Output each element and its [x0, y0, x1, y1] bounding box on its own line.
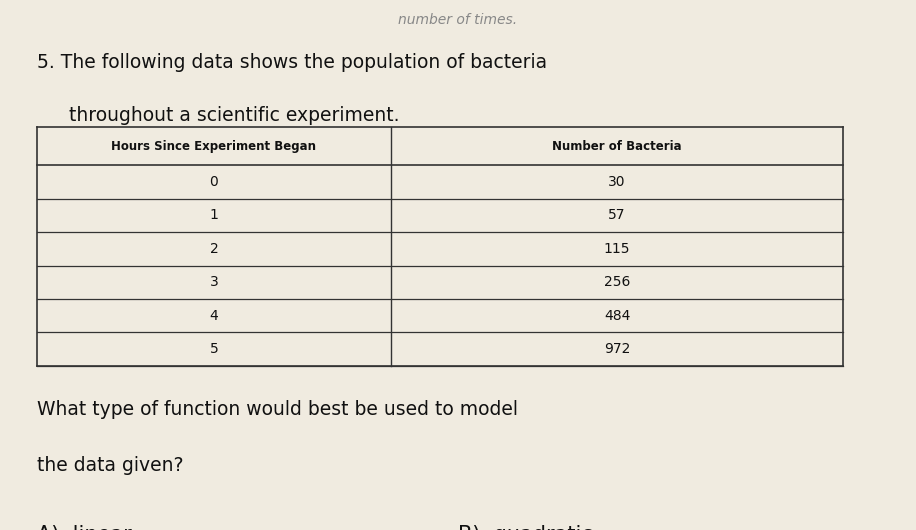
Text: 5. The following data shows the population of bacteria: 5. The following data shows the populati… [37, 53, 547, 72]
Text: Hours Since Experiment Began: Hours Since Experiment Began [112, 140, 316, 153]
Text: A)  linear: A) linear [37, 525, 131, 530]
Text: Number of Bacteria: Number of Bacteria [552, 140, 682, 153]
Text: 4: 4 [210, 308, 218, 323]
Text: the data given?: the data given? [37, 456, 183, 475]
Text: 2: 2 [210, 242, 218, 256]
Text: 1: 1 [210, 208, 218, 223]
Text: 115: 115 [604, 242, 630, 256]
Text: 57: 57 [608, 208, 626, 223]
Text: 256: 256 [604, 275, 630, 289]
Text: 3: 3 [210, 275, 218, 289]
Text: What type of function would best be used to model: What type of function would best be used… [37, 400, 518, 419]
Text: B)  quadratic: B) quadratic [458, 525, 593, 530]
Text: 30: 30 [608, 175, 626, 189]
Text: number of times.: number of times. [398, 13, 518, 27]
Text: 972: 972 [604, 342, 630, 356]
Text: 5: 5 [210, 342, 218, 356]
Text: 484: 484 [604, 308, 630, 323]
Text: 0: 0 [210, 175, 218, 189]
Text: throughout a scientific experiment.: throughout a scientific experiment. [69, 106, 399, 125]
